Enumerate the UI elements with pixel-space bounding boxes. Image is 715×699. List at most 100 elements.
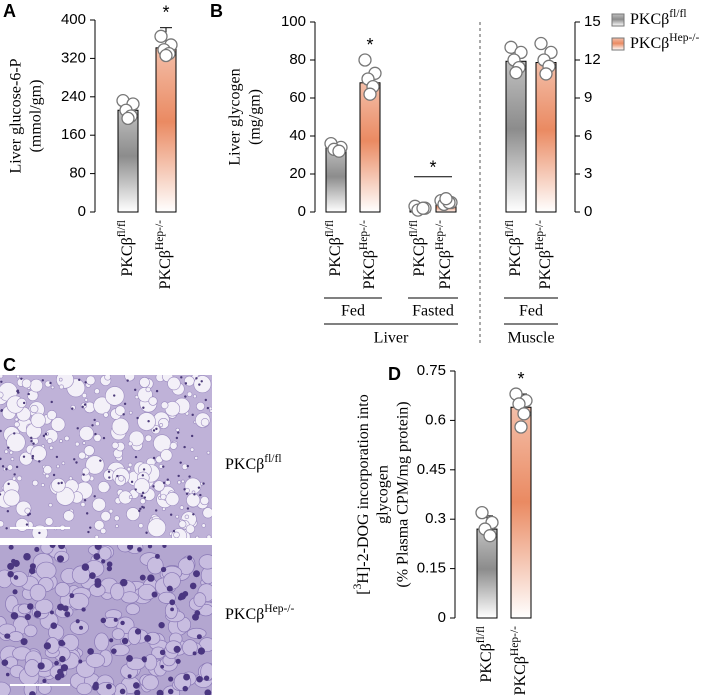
nucleus (0, 380, 3, 383)
lipid-droplet (201, 523, 206, 528)
micrograph-bottom (0, 545, 212, 695)
lipid-droplet (16, 397, 27, 408)
cell (29, 583, 47, 602)
nucleus (84, 381, 87, 384)
bar (510, 406, 532, 619)
lipid-droplet (160, 493, 167, 501)
nucleus (152, 485, 155, 488)
x-tick-label: PKCβfl/fl (408, 220, 428, 277)
nucleus (107, 470, 111, 473)
y-tick-label: 0.45 (417, 461, 446, 478)
data-point (517, 407, 531, 421)
cell (125, 603, 140, 615)
nucleus (143, 496, 147, 499)
lipid-droplet (128, 495, 133, 500)
lipid-droplet (63, 510, 75, 522)
bar (117, 109, 139, 213)
nucleus (155, 389, 159, 393)
data-point (439, 192, 453, 206)
nucleus (134, 488, 137, 491)
nucleus (137, 547, 142, 552)
nucleus (162, 465, 165, 468)
legend-label: PKCβHep-/- (630, 32, 699, 52)
nucleus (32, 442, 35, 445)
nucleus (182, 685, 189, 692)
nucleus (42, 434, 46, 438)
y-tick-label: 80 (289, 51, 306, 68)
nucleus (12, 559, 20, 567)
lipid-droplet (59, 439, 63, 443)
nucleus (5, 467, 8, 471)
nucleus (187, 555, 193, 561)
nucleus (116, 474, 119, 478)
lipid-droplet (202, 507, 212, 519)
y-axis-label: [3H]-2-DOG incorporation into (352, 394, 372, 594)
lipid-droplet (13, 421, 20, 428)
lipid-droplet (162, 507, 166, 511)
nucleus (186, 464, 189, 468)
lipid-droplet (10, 457, 15, 461)
nucleus (94, 580, 102, 588)
nucleus (197, 486, 201, 489)
lipid-droplet (145, 386, 151, 393)
nucleus (177, 595, 183, 601)
lipid-droplet (83, 445, 95, 457)
group-label: Fed (341, 303, 365, 320)
lipid-droplet (84, 398, 89, 402)
nucleus (123, 402, 127, 406)
nucleus (119, 578, 128, 587)
nucleus (43, 642, 52, 650)
micrograph-top (0, 375, 212, 538)
nucleus (28, 567, 36, 575)
nucleus (61, 641, 66, 646)
nucleus (37, 662, 45, 670)
nucleus (162, 545, 167, 549)
nucleus (127, 674, 132, 679)
nucleus (113, 617, 118, 622)
lipid-droplet (186, 493, 201, 508)
x-tick-label: PKCβfl/fl (475, 626, 495, 683)
nucleus (64, 611, 71, 618)
lipid-droplet (148, 396, 158, 406)
group-label: Fasted (412, 303, 454, 320)
nucleus (193, 493, 196, 496)
nucleus (87, 530, 90, 534)
cell (198, 554, 212, 570)
nucleus (197, 647, 206, 655)
nucleus (151, 591, 158, 598)
nucleus (7, 570, 14, 578)
nucleus (71, 407, 74, 410)
lipid-droplet (128, 430, 145, 447)
lipid-droplet (160, 401, 169, 410)
nucleus (33, 610, 42, 618)
y-tick-label: 9 (584, 89, 592, 106)
nucleus (50, 622, 58, 630)
nucleus (60, 664, 69, 672)
nucleus (182, 591, 189, 597)
legend-swatch (611, 13, 625, 27)
nucleus (180, 376, 183, 379)
lipid-droplet (85, 375, 96, 386)
y-tick-label: 40 (289, 127, 306, 144)
y-axis-label: Liver glycogen (227, 68, 244, 165)
lipid-droplet (200, 418, 210, 427)
nucleus (83, 403, 87, 406)
nucleus (57, 603, 65, 611)
nucleus (91, 424, 94, 427)
nucleus (204, 689, 212, 695)
cell (36, 561, 57, 580)
lipid-droplet (94, 388, 100, 395)
lipid-droplet (46, 438, 53, 444)
x-tick-label: PKCβfl/fl (324, 220, 344, 277)
lipid-droplet (6, 432, 26, 453)
lipid-droplet (137, 412, 156, 431)
nucleus (49, 545, 56, 549)
cell (54, 582, 71, 597)
nucleus (0, 429, 2, 433)
nucleus (119, 688, 126, 695)
nucleus (132, 682, 140, 689)
lipid-droplet (194, 455, 199, 460)
lipid-droplet (139, 498, 146, 505)
nucleus (142, 658, 147, 663)
